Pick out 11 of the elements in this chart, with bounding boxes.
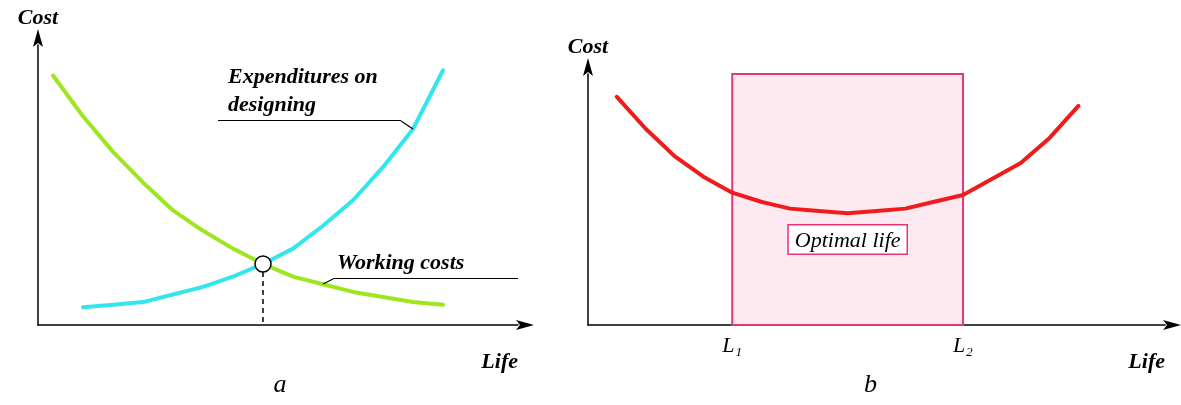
x-tick-label: L₂	[952, 331, 974, 357]
band-label: Optimal life	[794, 227, 901, 252]
y-axis-title: Cost	[17, 3, 60, 29]
x-axis-title: Life	[480, 347, 519, 373]
x-axis-title: Life	[1127, 347, 1166, 373]
text: b	[864, 368, 877, 398]
text: a	[273, 368, 287, 398]
series-label: Expenditures on designing	[228, 62, 378, 118]
x-tick-label: L₁	[721, 331, 743, 357]
series-label: Working costs	[337, 248, 466, 277]
y-axis-title: Cost	[567, 32, 610, 58]
